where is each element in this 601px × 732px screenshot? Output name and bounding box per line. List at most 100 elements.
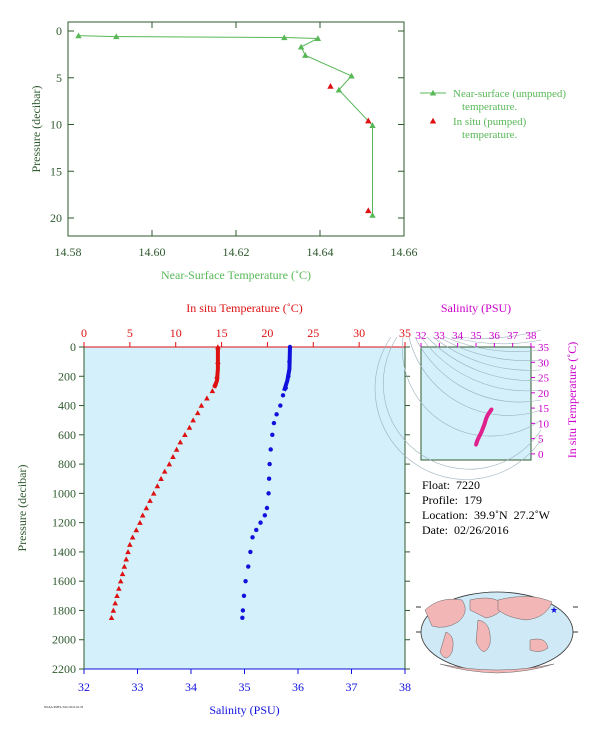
temperature-point bbox=[173, 446, 180, 452]
temperature-tick-label: 0 bbox=[81, 326, 87, 340]
top-y-tick-label: 15 bbox=[50, 164, 62, 178]
salinity-tick-label: 35 bbox=[239, 680, 251, 694]
map-land bbox=[529, 638, 549, 652]
temperature-point bbox=[110, 607, 117, 613]
density-contour bbox=[456, 329, 542, 339]
ts-profile-point bbox=[481, 426, 485, 430]
in-situ-pumped-point bbox=[365, 207, 372, 214]
salinity-point bbox=[246, 564, 251, 569]
temperature-point bbox=[209, 388, 216, 394]
top-x-tick-label: 14.60 bbox=[139, 245, 166, 259]
ts-profile-point bbox=[483, 420, 487, 424]
near-surface-point bbox=[369, 211, 376, 218]
pressure-tick-label: 1400 bbox=[52, 545, 76, 559]
salinity-point bbox=[287, 344, 293, 350]
top-x-axis-label: Near-Surface Temperature (˚C) bbox=[161, 268, 311, 282]
pressure-tick-label: 2200 bbox=[52, 662, 76, 676]
ts-salinity-tick-label: 34 bbox=[452, 330, 464, 342]
salinity-tick-label: 32 bbox=[78, 680, 90, 694]
near-surface-line bbox=[78, 35, 373, 216]
ts-profile-point bbox=[482, 423, 487, 427]
temperature-point bbox=[212, 380, 218, 386]
near-surface-point bbox=[302, 52, 309, 58]
temperature-point bbox=[190, 417, 196, 423]
ts-salinity-tick-label: 32 bbox=[416, 330, 427, 342]
footer-code: NOAA-PMEL/TAO 2016-02-26 bbox=[44, 705, 84, 709]
legend-in-situ-label-1: In situ (pumped) bbox=[453, 116, 527, 128]
near-surface-point bbox=[314, 35, 322, 42]
temperature-point bbox=[123, 556, 129, 562]
temperature-point bbox=[194, 410, 201, 416]
pressure-tick-label: 1800 bbox=[52, 603, 76, 617]
salinity-point bbox=[286, 374, 291, 379]
temperature-point bbox=[198, 402, 205, 408]
temperature-point bbox=[117, 578, 124, 584]
ts-temperature-axis-label: In situ Temperature (˚C) bbox=[565, 342, 579, 459]
legend-near-surface-label-2: temperature. bbox=[462, 101, 518, 113]
temperature-point bbox=[114, 593, 120, 599]
temperature-point bbox=[166, 461, 173, 467]
temperature-tick-label: 20 bbox=[261, 326, 273, 340]
temperature-point bbox=[154, 483, 161, 489]
ts-profile-point bbox=[479, 430, 484, 434]
density-contour bbox=[408, 336, 542, 416]
salinity-point bbox=[240, 615, 245, 620]
top-x-tick-label: 14.58 bbox=[55, 245, 82, 259]
salinity-tick-label: 36 bbox=[292, 680, 304, 694]
temperature-tick-label: 5 bbox=[127, 326, 133, 340]
salinity-tick-label: 34 bbox=[185, 680, 197, 694]
temperature-point bbox=[161, 468, 168, 474]
legend-in-situ-marker bbox=[429, 117, 437, 124]
pressure-tick-label: 1000 bbox=[52, 486, 76, 500]
ts-temperature-tick-label: 0 bbox=[538, 449, 544, 461]
temperature-tick-label: 35 bbox=[399, 326, 411, 340]
legend-near-surface-marker bbox=[429, 89, 437, 96]
temperature-point bbox=[143, 505, 150, 511]
salinity-point bbox=[258, 520, 263, 525]
temperature-point bbox=[112, 600, 118, 606]
location-text: Location: 39.9˚N 27.2˚W bbox=[422, 508, 550, 522]
ts-salinity-axis-label: Salinity (PSU) bbox=[441, 301, 511, 315]
temperature-point bbox=[129, 534, 136, 540]
float-info-block: Float: 7220 Profile: 179 Location: 39.9˚… bbox=[422, 478, 550, 538]
temperature-point bbox=[150, 490, 157, 496]
temperature-point bbox=[125, 549, 131, 555]
temperature-point bbox=[108, 614, 115, 621]
temperature-point bbox=[177, 439, 184, 445]
density-contour bbox=[414, 336, 542, 403]
ts-salinity-tick-label: 35 bbox=[471, 330, 483, 342]
ts-temperature-tick-label: 20 bbox=[538, 388, 550, 400]
near-surface-point bbox=[348, 72, 355, 79]
pressure-tick-label: 200 bbox=[58, 369, 76, 383]
temperature-tick-label: 15 bbox=[216, 326, 228, 340]
temperature-point bbox=[139, 512, 146, 518]
ts-temperature-tick-label: 15 bbox=[538, 403, 550, 415]
float-id-text: Float: 7220 bbox=[422, 478, 481, 492]
world-map-inset: ★ bbox=[416, 591, 578, 674]
near-surface-point bbox=[369, 122, 376, 128]
top-x-tick-label: 14.66 bbox=[391, 245, 418, 259]
salinity-point bbox=[283, 385, 288, 391]
map-land bbox=[439, 663, 555, 674]
ts-profile-point bbox=[474, 442, 478, 447]
temperature-tick-label: 25 bbox=[307, 326, 319, 340]
temperature-tick-label: 30 bbox=[353, 326, 365, 340]
salinity-point bbox=[287, 359, 292, 364]
temperature-point bbox=[133, 527, 140, 533]
temperature-point bbox=[119, 571, 126, 577]
salinity-tick-label: 33 bbox=[132, 680, 144, 694]
salinity-point bbox=[268, 447, 273, 452]
profile-plot-background bbox=[84, 347, 405, 669]
in-situ-pumped-point bbox=[327, 82, 334, 89]
density-contour bbox=[438, 336, 542, 361]
density-contour bbox=[444, 336, 542, 352]
density-contour bbox=[402, 336, 542, 437]
pressure-tick-label: 400 bbox=[58, 399, 76, 413]
top-y-tick-label: 5 bbox=[56, 71, 62, 85]
temperature-point bbox=[170, 453, 176, 460]
density-contour bbox=[383, 336, 542, 470]
date-text: Date: 02/26/2016 bbox=[422, 523, 509, 537]
temperature-point bbox=[158, 475, 164, 481]
temperature-point bbox=[214, 373, 220, 379]
